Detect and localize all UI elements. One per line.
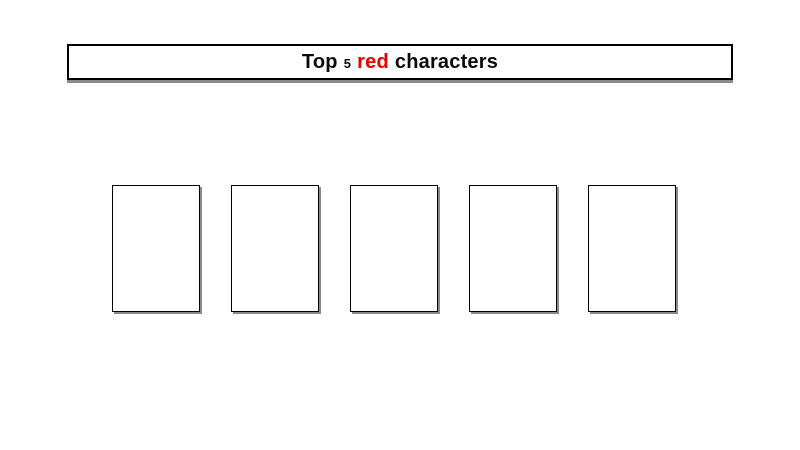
title-prefix: Top bbox=[301, 50, 338, 73]
title-banner: Top 5 red characters bbox=[67, 44, 733, 80]
card-slot[interactable] bbox=[469, 185, 557, 312]
card-slot[interactable] bbox=[112, 185, 200, 312]
title-highlight-word: red bbox=[357, 50, 389, 73]
title-text: Top 5 red characters bbox=[302, 51, 498, 74]
card-slots-row bbox=[112, 185, 676, 312]
title-count: 5 bbox=[343, 55, 352, 71]
card-slot[interactable] bbox=[588, 185, 676, 312]
card-slot[interactable] bbox=[350, 185, 438, 312]
title-suffix: characters bbox=[394, 50, 499, 73]
card-slot[interactable] bbox=[231, 185, 319, 312]
